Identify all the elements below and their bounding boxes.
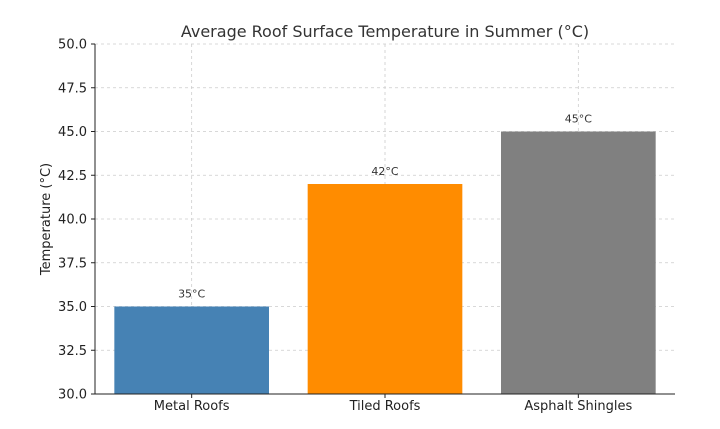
x-tick-label: Asphalt Shingles [524,399,632,414]
bars [114,131,656,394]
y-tick-label: 35.0 [58,300,87,315]
y-axis-title: Temperature (°C) [39,163,54,276]
data-labels: 35°C 42°C 45°C [178,113,592,301]
y-tick-label: 30.0 [58,388,87,403]
y-tick-label: 32.5 [58,344,87,359]
y-ticks: 30.0 32.5 35.0 37.5 40.0 42.5 45.0 47.5 50.0 [58,38,95,403]
y-tick-label: 40.0 [58,213,87,228]
bar-metal-roofs [114,306,269,394]
bar-tiled-roofs [307,184,463,394]
y-tick-label: 37.5 [58,256,87,271]
x-ticks: Metal Roofs Tiled Roofs Asphalt Shingles [154,394,633,414]
x-tick-label: Tiled Roofs [349,399,421,414]
y-tick-label: 47.5 [58,81,87,96]
y-tick-label: 42.5 [58,169,87,184]
bar-value-label: 35°C [178,288,205,301]
chart-title: Average Roof Surface Temperature in Summ… [181,22,589,41]
bar-value-label: 45°C [565,113,592,126]
x-tick-label: Metal Roofs [154,399,230,414]
y-tick-label: 50.0 [58,38,87,53]
bar-asphalt-shingles [501,131,656,394]
y-tick-label: 45.0 [58,125,87,140]
bar-value-label: 42°C [371,165,398,178]
